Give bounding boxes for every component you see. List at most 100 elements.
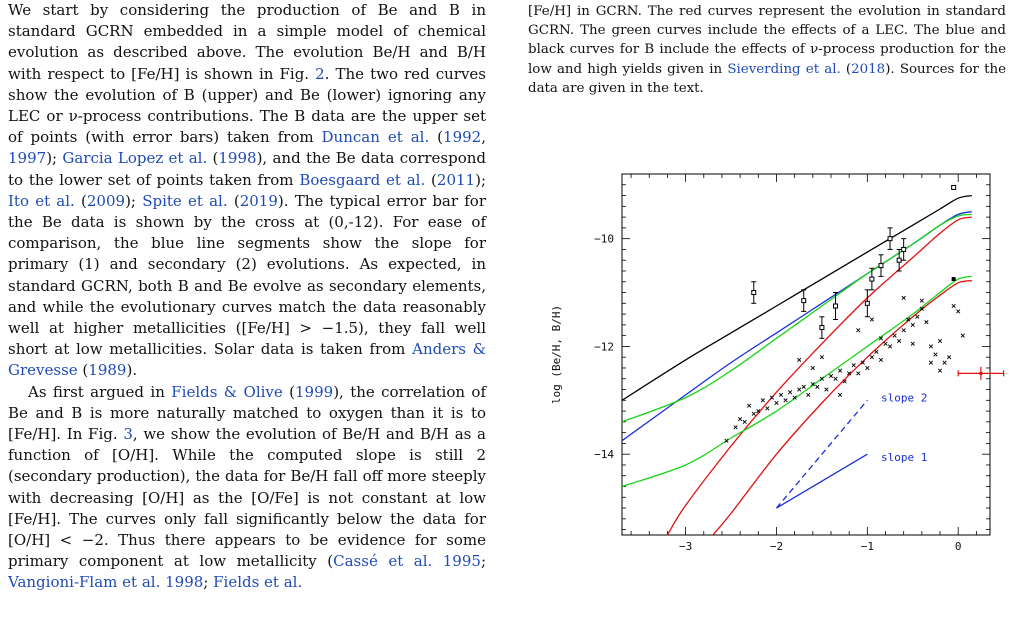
be-data-point [956,309,961,314]
be-marker-stroke [783,398,788,403]
citation-link[interactable]: Spite et al. [142,191,228,210]
text-run: We start by considering the production o… [8,1,486,83]
be-data-point [878,357,884,363]
be-data-point [928,360,934,365]
be-data-point [919,298,924,303]
red-curve-series-line [712,280,972,535]
citation-link[interactable]: Ito et al. [8,191,75,210]
be-data-point [724,438,729,443]
be-data-point [738,417,743,422]
text-run: ); [46,149,63,168]
be-marker-stroke [865,365,870,371]
solar-data-point [951,277,956,282]
text-run: ). [126,361,138,380]
text-run: ), the correlation of Be and B is more n… [8,382,487,444]
be-data-point [960,333,965,338]
citation-link[interactable]: Boesgaard et al. [299,170,426,189]
text-run: ); [125,191,143,210]
be-marker-stroke [738,417,743,422]
be-marker-stroke [960,333,965,338]
be-data-point [733,425,738,430]
be-marker-stroke [869,317,874,322]
be-data-point [797,387,802,392]
be-marker-stroke [878,336,884,341]
citation-link[interactable]: 1999 [295,382,334,401]
be-marker-stroke [819,355,825,360]
be-data-point [924,320,929,325]
x-tick-label: −3 [679,540,692,553]
body-text-column: We start by considering the production o… [8,0,486,594]
be-data-point [815,384,820,389]
b-data-point [887,236,893,242]
plot-frame [621,173,991,536]
be-data-point [787,390,793,395]
citation-link[interactable]: 2009 [86,191,126,210]
be-marker-stroke [851,363,856,368]
be-data-point [874,349,879,354]
green-curve-series-line [622,213,972,423]
be-marker-stroke [847,371,852,376]
be-marker-stroke [792,395,797,400]
be-marker-stroke [837,368,843,373]
text-run: ( [425,170,437,189]
citation-link[interactable]: 1992 [443,128,482,147]
be-data-point [933,352,938,357]
be-data-point [797,357,802,363]
be-marker-stroke [765,406,770,411]
x-axis-label: [O/H] [789,558,822,560]
be-marker-stroke [774,400,779,406]
be-marker-stroke [751,411,756,416]
be-marker-stroke [787,390,793,395]
be-data-point [915,314,920,319]
citation-link[interactable]: Fields & Olive [171,382,283,401]
b-data-point [751,290,757,296]
be-data-point [910,322,915,327]
text-run: ). Sources for the data are given in the… [528,61,1007,96]
citation-link[interactable]: 2018 [851,61,886,77]
be-marker-stroke [915,314,920,319]
citation-link[interactable]: 2019 [239,191,278,210]
text-run: ). The typical error bar for the Be data… [8,191,487,359]
be-data-point [792,395,797,400]
be-data-point [851,363,856,368]
be-marker-stroke [901,295,906,301]
be-marker-stroke [919,298,924,303]
citation-link[interactable]: Fields et al. [213,573,303,592]
text-run: [Fe/H] in GCRN. The red curves represent… [528,4,1006,77]
b-data-point [833,303,839,309]
figure-chart: −3−2−10−10−12−14[O/H]log (Be/H, B/H)slop… [525,160,1015,560]
be-data-point [806,392,811,398]
be-marker-stroke [842,379,847,384]
citation-link[interactable]: 1997 [8,149,47,168]
slope-annotation: slope 1 [881,451,927,464]
be-data-point [842,379,847,384]
be-data-point [883,341,888,346]
black-curve-series-line [622,194,972,401]
be-data-point [824,387,829,392]
be-marker-stroke [924,320,929,325]
x-tick-label: −1 [861,540,874,553]
citation-link[interactable]: Vangioni-Flam et al. 1998 [8,573,204,592]
be-marker-stroke [928,344,934,349]
citation-link[interactable]: 1989 [88,361,127,380]
citation-link[interactable]: 1998 [218,149,257,168]
citation-link[interactable]: Sieverding et al. [727,61,841,77]
citation-link[interactable]: Duncan et al. [321,128,430,147]
citation-link[interactable]: Anders & Grevesse [8,340,486,380]
citation-link[interactable]: 2011 [436,170,476,189]
citation-link[interactable]: 2 [315,64,325,83]
be-data-point [819,355,825,360]
text-run: ( [77,361,89,380]
be-data-point [751,411,756,416]
be-marker-stroke [887,344,893,349]
citation-link[interactable]: Garcia Lopez et al. [62,149,208,168]
text-run: ( [282,382,296,401]
citation-link[interactable]: Cassé et al. 1995 [333,552,481,571]
be-marker-stroke [878,357,884,363]
be-marker-stroke [910,341,915,346]
text-run: ( [207,149,219,168]
citation-link[interactable]: 3 [123,425,133,444]
be-marker-stroke [860,360,865,365]
be-data-point [901,328,906,333]
be-marker-stroke [760,398,765,403]
